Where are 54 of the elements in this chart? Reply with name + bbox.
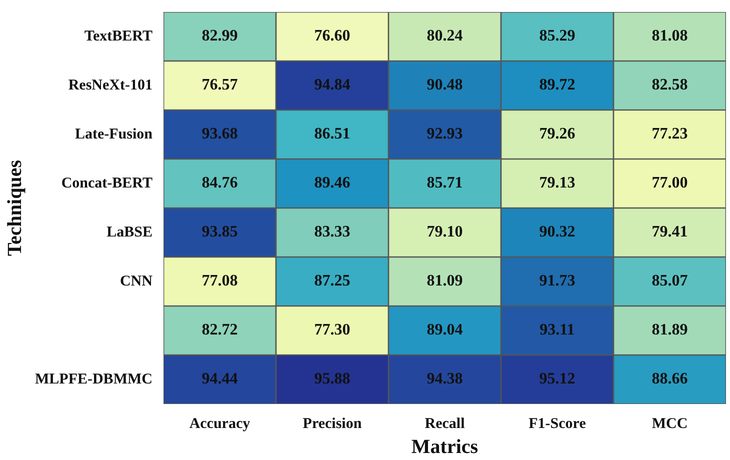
x-tick-label: F1-Score: [528, 416, 586, 432]
data-label: 86.51: [314, 126, 350, 143]
y-tick-label: CNN: [120, 273, 153, 290]
data-label: 82.58: [652, 76, 688, 94]
data-label: 95.12: [539, 370, 576, 388]
data-label: 85.71: [426, 174, 463, 192]
data-label: 88.66: [652, 370, 688, 388]
data-label: 85.07: [652, 272, 688, 290]
x-tick-label: Recall: [424, 416, 465, 432]
data-label: 83.33: [314, 224, 350, 241]
data-label: 89.46: [314, 174, 350, 192]
x-axis-title: Matrics: [411, 436, 478, 458]
data-label: 77.08: [202, 272, 238, 290]
data-label: 93.85: [202, 224, 238, 241]
data-label: 90.48: [426, 76, 463, 94]
data-label: 82.99: [202, 28, 238, 45]
data-label: 92.93: [426, 126, 463, 143]
data-label: 91.73: [539, 272, 576, 290]
data-label: 77.00: [652, 174, 688, 192]
data-label: 77.23: [652, 126, 688, 143]
data-label: 82.72: [202, 322, 238, 339]
data-label: 89.72: [539, 76, 576, 94]
data-label: 81.09: [426, 272, 463, 290]
data-label: 90.32: [539, 224, 576, 241]
data-label: 93.11: [540, 322, 575, 339]
x-tick-label: Accuracy: [189, 416, 251, 432]
y-tick-label: TextBERT: [84, 28, 152, 44]
y-tick-label: Late-Fusion: [74, 126, 154, 142]
data-label: 93.68: [202, 126, 238, 143]
data-label: 94.38: [426, 370, 463, 388]
y-axis-title: Techniques: [4, 160, 26, 256]
data-label: 85.29: [539, 28, 576, 45]
y-tick-label: Concat-BERT: [61, 175, 152, 192]
y-tick-label: MLPFE-DBMMC: [34, 371, 152, 388]
x-tick-label: Precision: [302, 416, 362, 432]
data-label: 76.60: [314, 28, 350, 45]
data-label: 94.44: [202, 370, 238, 388]
data-label: 79.10: [426, 224, 463, 241]
data-label: 95.88: [314, 370, 350, 388]
data-label: 81.89: [652, 322, 688, 339]
y-tick-label: LaBSE: [106, 224, 152, 240]
data-label: 84.76: [202, 174, 238, 192]
data-label: 81.08: [652, 28, 688, 45]
data-label: 79.13: [539, 174, 576, 192]
x-tick-label: MCC: [652, 416, 688, 432]
data-label: 80.24: [426, 28, 463, 45]
data-label: 77.30: [314, 322, 350, 339]
y-tick-label: ResNeXt-101: [68, 77, 152, 94]
data-label: 94.84: [314, 76, 350, 94]
data-label: 79.26: [539, 126, 576, 143]
data-label: 89.04: [426, 322, 463, 339]
data-label: 87.25: [314, 272, 350, 290]
data-label: 76.57: [202, 76, 238, 94]
data-label: 79.41: [652, 224, 688, 241]
